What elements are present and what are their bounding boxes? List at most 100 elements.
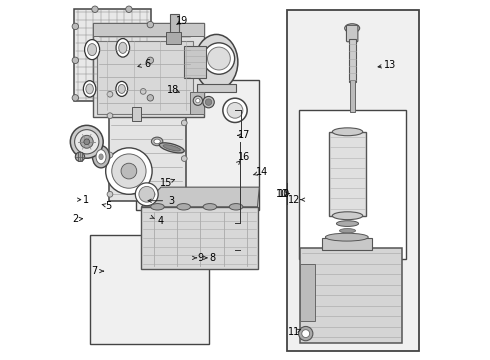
Circle shape — [147, 57, 153, 64]
Ellipse shape — [151, 137, 163, 146]
Bar — [74, 9, 151, 102]
Text: 4: 4 — [157, 216, 163, 226]
Text: 10: 10 — [276, 189, 289, 199]
Bar — [322, 238, 372, 249]
Ellipse shape — [159, 143, 184, 153]
Circle shape — [203, 43, 235, 74]
Circle shape — [106, 148, 152, 194]
Circle shape — [84, 139, 90, 145]
Circle shape — [298, 327, 313, 341]
Bar — [93, 23, 204, 36]
Circle shape — [107, 91, 113, 97]
Bar — [197, 84, 236, 93]
Polygon shape — [142, 187, 259, 207]
Bar — [350, 80, 355, 112]
Circle shape — [72, 57, 78, 64]
Ellipse shape — [195, 35, 238, 90]
Ellipse shape — [116, 39, 130, 57]
Circle shape — [107, 113, 113, 118]
Bar — [300, 248, 402, 342]
Circle shape — [107, 192, 113, 197]
Text: 13: 13 — [384, 60, 396, 70]
Ellipse shape — [163, 145, 180, 151]
Circle shape — [193, 96, 202, 105]
Circle shape — [135, 183, 158, 206]
Circle shape — [92, 6, 98, 13]
Ellipse shape — [86, 84, 94, 94]
Circle shape — [203, 96, 214, 108]
Ellipse shape — [96, 150, 106, 164]
Ellipse shape — [344, 24, 360, 33]
Circle shape — [121, 163, 137, 179]
Text: 10: 10 — [277, 189, 290, 199]
Bar — [287, 10, 418, 351]
Text: 11: 11 — [288, 327, 300, 337]
Ellipse shape — [119, 42, 127, 53]
Circle shape — [207, 47, 230, 70]
Bar — [170, 14, 179, 33]
Circle shape — [75, 152, 85, 161]
Text: 9: 9 — [197, 253, 203, 263]
Text: 2: 2 — [73, 214, 79, 224]
Circle shape — [74, 130, 99, 154]
Bar — [97, 41, 193, 114]
Ellipse shape — [154, 139, 160, 144]
Bar — [132, 107, 142, 121]
Text: 14: 14 — [256, 167, 268, 177]
Circle shape — [205, 99, 212, 105]
Circle shape — [181, 120, 187, 126]
Ellipse shape — [337, 221, 359, 226]
Ellipse shape — [99, 154, 103, 159]
FancyBboxPatch shape — [346, 25, 358, 42]
Bar — [348, 39, 356, 82]
Circle shape — [196, 99, 200, 103]
Ellipse shape — [85, 40, 99, 60]
Circle shape — [139, 186, 155, 202]
Circle shape — [147, 95, 153, 101]
Text: 3: 3 — [169, 196, 175, 206]
Text: 17: 17 — [238, 130, 250, 140]
Ellipse shape — [151, 203, 164, 210]
Text: 1: 1 — [83, 195, 89, 204]
Text: 19: 19 — [176, 16, 189, 26]
Circle shape — [140, 89, 146, 94]
Circle shape — [71, 125, 103, 158]
Bar — [329, 132, 366, 216]
Bar — [167, 32, 181, 44]
Ellipse shape — [177, 203, 191, 210]
Text: 5: 5 — [105, 201, 112, 211]
Bar — [190, 93, 204, 114]
Text: 12: 12 — [288, 195, 300, 204]
Text: 6: 6 — [145, 59, 151, 69]
Bar — [299, 111, 406, 258]
Bar — [109, 91, 186, 202]
Text: 15: 15 — [160, 178, 172, 188]
Text: 16: 16 — [238, 152, 250, 162]
Ellipse shape — [88, 44, 97, 55]
Circle shape — [149, 192, 155, 197]
Text: 8: 8 — [210, 253, 216, 263]
Ellipse shape — [340, 229, 356, 233]
Bar — [142, 207, 258, 269]
Bar — [300, 264, 315, 321]
Ellipse shape — [118, 84, 125, 93]
Bar — [93, 23, 204, 117]
Bar — [78, 152, 82, 161]
Circle shape — [112, 154, 146, 188]
Ellipse shape — [229, 203, 243, 210]
Ellipse shape — [325, 233, 368, 241]
Circle shape — [302, 330, 310, 338]
Text: 7: 7 — [91, 266, 98, 276]
Ellipse shape — [332, 128, 363, 136]
Ellipse shape — [116, 81, 128, 96]
Circle shape — [107, 152, 113, 158]
Bar — [184, 46, 206, 78]
Circle shape — [126, 6, 132, 13]
Text: 18: 18 — [167, 85, 179, 95]
Ellipse shape — [203, 203, 217, 210]
Ellipse shape — [83, 81, 96, 97]
Circle shape — [72, 23, 78, 30]
Circle shape — [181, 156, 187, 161]
Bar — [136, 80, 259, 210]
Circle shape — [227, 103, 243, 118]
